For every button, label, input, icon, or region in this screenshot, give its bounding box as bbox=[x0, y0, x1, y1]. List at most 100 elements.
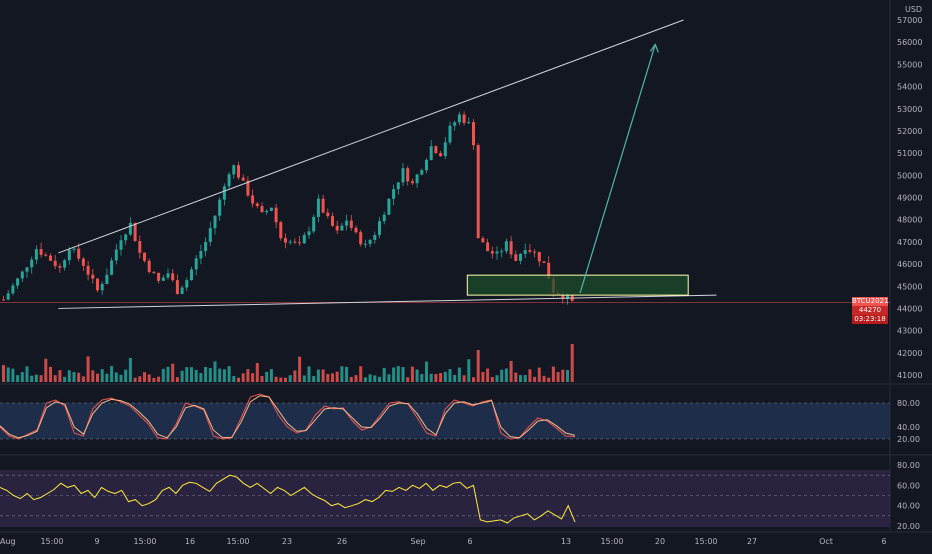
candle-body bbox=[298, 242, 302, 244]
volume-bar bbox=[331, 373, 334, 382]
stoch-tick-label: 80.00 bbox=[897, 399, 920, 408]
candle bbox=[114, 243, 118, 265]
candle bbox=[11, 282, 15, 296]
candle-body bbox=[288, 241, 292, 243]
candle bbox=[67, 247, 71, 265]
candle bbox=[251, 189, 255, 208]
candle-body bbox=[25, 267, 29, 272]
candle-body bbox=[439, 153, 443, 157]
candle-body bbox=[2, 299, 5, 301]
volume-bar bbox=[218, 368, 222, 382]
candle-body bbox=[255, 203, 259, 207]
candle-body bbox=[420, 170, 424, 175]
candle-body bbox=[528, 250, 532, 252]
rsi-tick-label: 20.00 bbox=[897, 522, 920, 531]
volume-bar bbox=[133, 377, 137, 382]
candle bbox=[100, 281, 104, 295]
volume-bar bbox=[161, 368, 165, 382]
candle bbox=[490, 246, 494, 259]
candle bbox=[265, 209, 269, 215]
candle bbox=[16, 277, 20, 289]
volume-bar bbox=[39, 375, 43, 382]
candle-body bbox=[509, 241, 513, 255]
candle-body bbox=[20, 271, 24, 279]
candle-body bbox=[119, 240, 123, 250]
candle bbox=[504, 238, 508, 254]
candles[interactable] bbox=[2, 111, 574, 305]
candle bbox=[519, 253, 522, 265]
candle-body bbox=[467, 122, 471, 124]
volume-bar bbox=[533, 376, 537, 382]
price-tick-label: 50000 bbox=[897, 171, 922, 180]
candle-body bbox=[453, 122, 457, 126]
candle-body bbox=[335, 225, 339, 231]
volume-bar bbox=[500, 369, 504, 382]
candle-body bbox=[542, 261, 546, 263]
candle-body bbox=[180, 287, 184, 294]
candle-body bbox=[161, 277, 165, 281]
volume-bar bbox=[274, 376, 278, 382]
candle-body bbox=[537, 251, 541, 262]
candle-body bbox=[246, 180, 250, 196]
candle bbox=[345, 214, 349, 231]
candle-body bbox=[227, 174, 231, 187]
candle bbox=[533, 249, 537, 258]
candle-body bbox=[157, 272, 161, 281]
volume-bar bbox=[2, 365, 5, 382]
candle bbox=[63, 258, 67, 271]
stoch-tick-label: 20.00 bbox=[897, 435, 920, 444]
symbol-tag-label: BTCU2021 bbox=[852, 297, 889, 305]
candle bbox=[453, 120, 457, 131]
time-tick-label: 13 bbox=[561, 537, 571, 546]
candle bbox=[523, 243, 527, 259]
candle bbox=[354, 225, 358, 234]
rsi-tick-label: 60.00 bbox=[897, 481, 920, 490]
candle-body bbox=[410, 181, 414, 184]
candle bbox=[420, 168, 424, 176]
symbol-price-tag[interactable]: BTCU2021 bbox=[852, 297, 889, 306]
volume-bar bbox=[556, 372, 560, 382]
candle-body bbox=[316, 198, 320, 217]
rsi-tick-label: 40.00 bbox=[897, 502, 920, 511]
candle-body bbox=[232, 165, 236, 175]
candle-body bbox=[561, 294, 565, 299]
time-tick-label: 15:00 bbox=[226, 537, 249, 546]
candle bbox=[481, 236, 485, 243]
candle bbox=[171, 269, 175, 282]
time-tick-label: 16 bbox=[185, 537, 195, 546]
price-tick-label: 45000 bbox=[897, 282, 922, 291]
price-tick-label: 42000 bbox=[897, 349, 922, 358]
volume-bar bbox=[551, 366, 555, 382]
candle bbox=[429, 139, 433, 161]
price-tick-label: 53000 bbox=[897, 105, 922, 114]
rsi-pane[interactable] bbox=[0, 474, 576, 524]
candle bbox=[373, 231, 377, 244]
candle bbox=[222, 183, 226, 206]
candle bbox=[30, 256, 34, 274]
candle-body bbox=[81, 258, 85, 266]
price-axis[interactable]: USD 57000 56000 55000 54000 53000 52000 51000 50… bbox=[897, 5, 922, 531]
volume-bar bbox=[457, 367, 461, 382]
volume-bar bbox=[255, 362, 259, 382]
stoch-rsi-pane[interactable] bbox=[0, 393, 576, 440]
volume-bar bbox=[265, 371, 269, 382]
volume-bar bbox=[429, 373, 433, 382]
time-axis[interactable]: Aug 15:00 9 15:00 16 15:00 23 26 Sep 6 13 15:00 20 15… bbox=[0, 537, 887, 546]
candle-body bbox=[429, 146, 433, 160]
volume-bar bbox=[359, 366, 363, 382]
volume-bar bbox=[335, 371, 339, 382]
price-tick-label: 46000 bbox=[897, 260, 922, 269]
volume-bar bbox=[63, 376, 67, 382]
candle-body bbox=[321, 198, 325, 213]
price-tick-label: 51000 bbox=[897, 149, 922, 158]
drawings[interactable] bbox=[58, 19, 717, 309]
candle-body bbox=[124, 234, 128, 241]
candle bbox=[378, 216, 381, 239]
volume-bar bbox=[302, 375, 306, 382]
time-tick-label: Aug bbox=[0, 537, 16, 546]
candle-body bbox=[63, 260, 67, 268]
volume-bar bbox=[373, 375, 377, 382]
volume-bar bbox=[378, 376, 381, 382]
